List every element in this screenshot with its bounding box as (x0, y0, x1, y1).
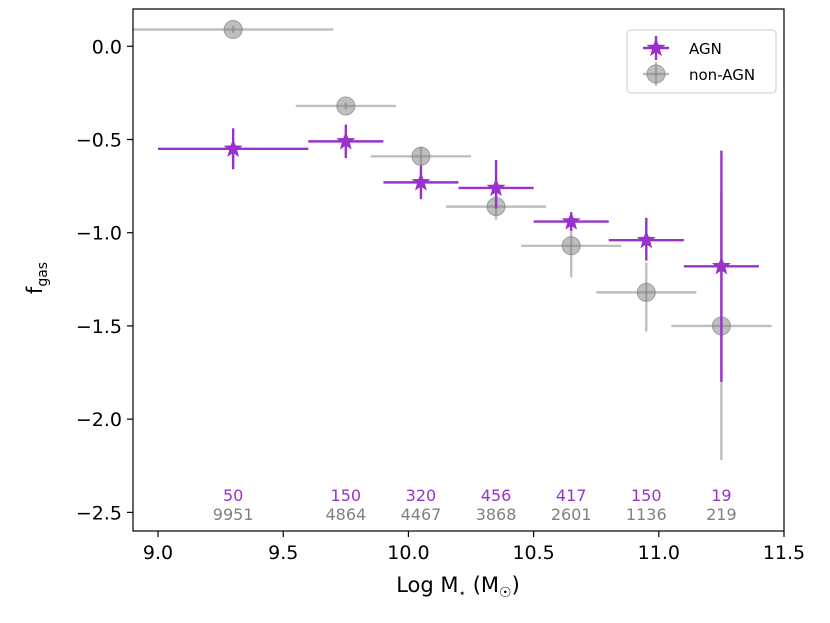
y-axis-title-sub: gas (35, 262, 51, 287)
legend-item-agn: AGN (643, 36, 722, 60)
legend-circle-marker (643, 62, 669, 86)
y-tick-label: 0.0 (92, 36, 122, 58)
non-agn-count-label: 4467 (401, 505, 442, 524)
legend-circle-icon (646, 64, 666, 84)
x-axis-title-sun: ☉ (499, 585, 512, 601)
x-tick-label: 9.0 (143, 542, 173, 564)
agn-count-label: 19 (711, 486, 731, 505)
non-agn-count-label: 3868 (476, 505, 517, 524)
y-tick-label: −1.5 (76, 316, 122, 338)
series-non-agn: 9951 4864 4467 3868 2601 1136 219 (133, 19, 772, 524)
x-axis-title-unit-close: ) (512, 573, 520, 597)
agn-count-label: 320 (406, 486, 437, 505)
agn-count-label: 150 (631, 486, 662, 505)
x-axis-title-star: ⋆ (459, 586, 467, 600)
agn-count-label: 50 (223, 486, 243, 505)
y-tick-label: −0.5 (76, 130, 122, 152)
y-axis-title: fgas (23, 262, 51, 294)
x-axis: 9.0 9.5 10.0 10.5 11.0 11.5 (143, 531, 805, 564)
agn-data-point (486, 177, 506, 197)
x-tick-label: 9.5 (268, 542, 298, 564)
non-agn-data-point (561, 236, 581, 256)
legend-star-icon (646, 38, 666, 57)
y-axis-title-main: f (23, 286, 47, 294)
legend-star-marker (643, 36, 669, 60)
x-tick-label: 10.0 (387, 542, 429, 564)
agn-count-label: 456 (481, 486, 512, 505)
non-agn-data-point (336, 96, 356, 116)
agn-count-label: 150 (331, 486, 362, 505)
legend-label-agn: AGN (689, 40, 722, 58)
non-agn-data-point (411, 146, 431, 166)
non-agn-count-label: 219 (706, 505, 737, 524)
agn-data-point (711, 256, 731, 275)
x-axis-title-main: Log M (396, 573, 458, 597)
legend-item-non-agn: non-AGN (643, 62, 755, 86)
y-tick-label: −2.5 (76, 502, 122, 524)
non-agn-count-label: 4864 (325, 505, 366, 524)
y-tick-label: −2.0 (76, 409, 122, 431)
y-axis: 0.0 −0.5 −1.0 −1.5 −2.0 −2.5 (76, 36, 133, 524)
non-agn-count-label: 1136 (626, 505, 667, 524)
legend-label-non-agn: non-AGN (689, 66, 755, 84)
plot-content: 9951 4864 4467 3868 2601 1136 219 50 150 320 456 41… (133, 19, 772, 524)
agn-data-point (411, 172, 431, 191)
agn-data-point (561, 211, 581, 230)
non-agn-data-point (223, 19, 243, 40)
y-tick-label: −1.0 (76, 223, 122, 245)
x-axis-title: Log M⋆ (M☉) (396, 573, 520, 601)
x-tick-label: 10.5 (512, 542, 554, 564)
non-agn-data-point (636, 282, 656, 302)
agn-data-point (223, 138, 243, 157)
non-agn-count-label: 2601 (551, 505, 592, 524)
x-axis-title-unit-open: (M (466, 573, 499, 597)
x-tick-label: 11.5 (763, 542, 805, 564)
legend: AGN non-AGN (626, 29, 777, 94)
agn-data-point (336, 131, 356, 150)
series-agn: 50 150 320 456 417 150 19 (158, 124, 759, 505)
agn-data-point (636, 230, 656, 249)
x-tick-label: 11.0 (638, 542, 680, 564)
plot-frame (132, 8, 785, 532)
agn-count-label: 417 (556, 486, 587, 505)
non-agn-count-label: 9951 (213, 505, 254, 524)
